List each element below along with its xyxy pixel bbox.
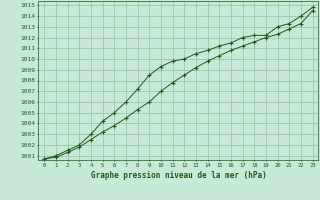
X-axis label: Graphe pression niveau de la mer (hPa): Graphe pression niveau de la mer (hPa) [91,171,266,180]
